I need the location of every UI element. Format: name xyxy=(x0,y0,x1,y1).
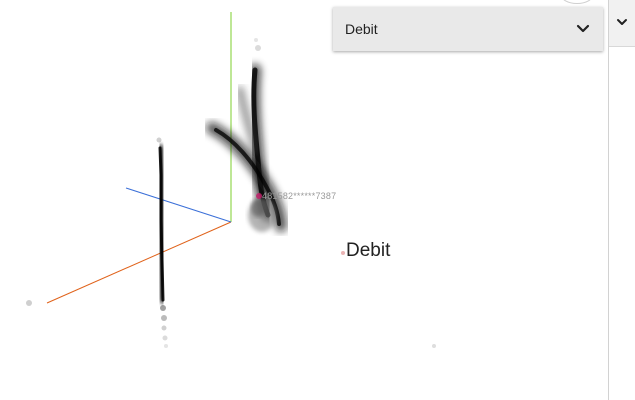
stray-point xyxy=(432,344,436,348)
selected-point[interactable] xyxy=(256,193,262,199)
x-axis-line xyxy=(46,221,232,304)
stray-point xyxy=(26,300,32,306)
scatter-3d-viewport[interactable] xyxy=(0,0,608,400)
panel-toggle-button[interactable] xyxy=(609,0,635,47)
dropdown-value: Debit xyxy=(345,21,378,37)
point-label-large: Debit xyxy=(346,240,391,261)
chevron-down-icon xyxy=(616,14,628,32)
point-cloud-left xyxy=(156,137,168,348)
category-dropdown[interactable]: Debit xyxy=(333,7,603,51)
side-panel xyxy=(608,0,635,400)
label-anchor-point xyxy=(341,251,345,255)
z-axis-line xyxy=(125,187,232,223)
chevron-down-icon xyxy=(575,21,591,37)
point-label-small: 481582******7387 xyxy=(262,191,337,201)
point-cloud-right xyxy=(206,38,287,232)
